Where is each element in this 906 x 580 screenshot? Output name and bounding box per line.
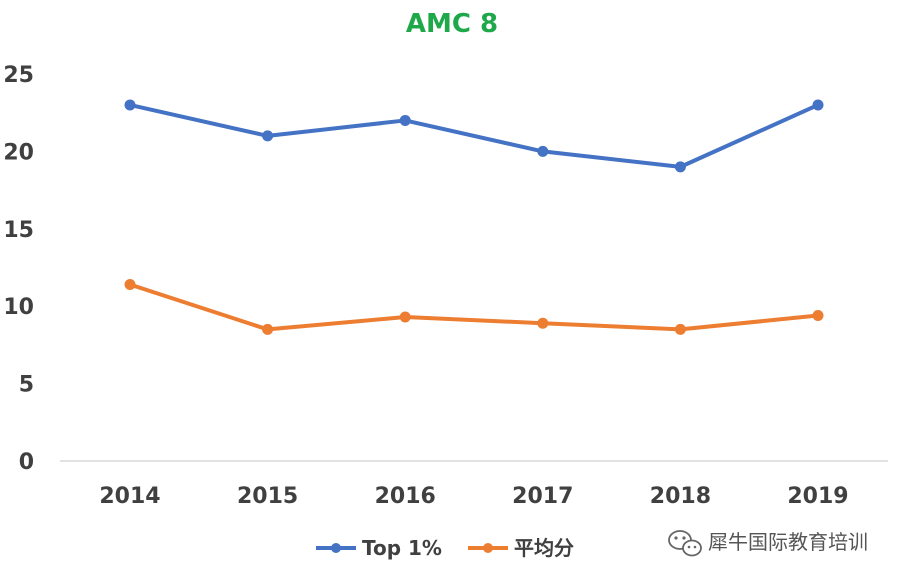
data-point-average: [124, 279, 136, 291]
y-tick-label: 0: [19, 450, 34, 475]
x-tick-label: 2015: [237, 484, 298, 509]
legend: Top 1% 平均分: [316, 536, 574, 560]
series-line-average: [128, 282, 820, 332]
legend-marker-average: [483, 543, 493, 553]
y-axis-ticks: 0 5 10 15 20 25: [3, 63, 34, 475]
x-axis-ticks: 2014 2015 2016 2017 2018 2019: [99, 484, 848, 509]
series-line-top-1pct: [128, 102, 820, 169]
data-point-average: [537, 317, 549, 329]
watermark-text: 犀牛国际教育培训: [708, 530, 868, 554]
series-layer: [124, 99, 824, 335]
data-point-top-1pct: [812, 99, 824, 111]
data-point-top-1pct: [537, 145, 549, 157]
data-point-average: [399, 311, 411, 323]
legend-item-average: 平均分: [468, 536, 574, 560]
x-tick-label: 2014: [99, 484, 160, 509]
data-point-average: [674, 323, 686, 335]
y-tick-label: 10: [3, 295, 34, 320]
data-point-top-1pct: [399, 114, 411, 126]
data-point-average: [262, 323, 274, 335]
y-tick-label: 5: [19, 373, 34, 398]
x-tick-label: 2018: [650, 484, 711, 509]
data-point-average: [812, 309, 824, 321]
chart-title: AMC 8: [406, 9, 498, 39]
legend-marker-top-1pct: [331, 543, 341, 553]
x-tick-label: 2016: [375, 484, 436, 509]
y-tick-label: 15: [3, 218, 34, 243]
data-point-top-1pct: [124, 99, 136, 111]
y-tick-label: 25: [3, 63, 34, 88]
data-point-top-1pct: [262, 130, 274, 142]
wechat-icon: [668, 530, 702, 557]
watermark: 犀牛国际教育培训: [668, 530, 868, 557]
legend-item-top-1pct: Top 1%: [316, 536, 442, 560]
data-point-top-1pct: [674, 161, 686, 173]
x-tick-label: 2019: [787, 484, 848, 509]
y-tick-label: 20: [3, 140, 34, 165]
legend-label-top-1pct: Top 1%: [362, 536, 442, 560]
legend-label-average: 平均分: [514, 536, 574, 560]
x-tick-label: 2017: [512, 484, 573, 509]
